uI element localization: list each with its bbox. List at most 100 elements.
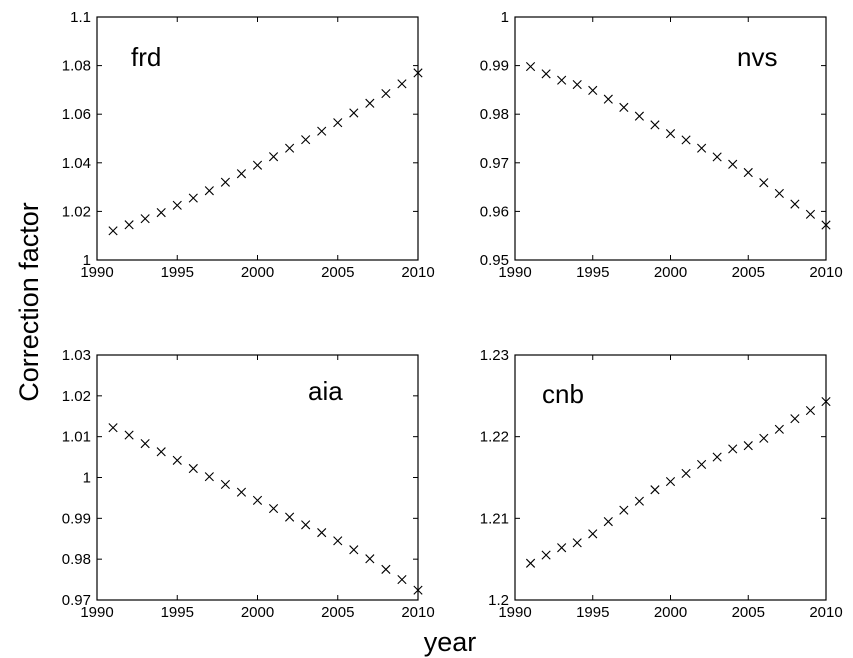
data-point-marker: [220, 177, 230, 187]
y-tick-label: 1.22: [480, 429, 509, 446]
y-tick-label: 1.06: [62, 106, 91, 123]
data-point-marker: [728, 159, 738, 169]
data-point-marker: [743, 167, 753, 178]
data-point-marker: [712, 152, 722, 162]
chart-panel-nvs: nvs 1990 1995 2000 2005 2010 0.95 0.96 0.97 0.98…: [480, 9, 843, 281]
x-tick-label: 1995: [576, 264, 609, 281]
data-point-marker: [665, 129, 676, 139]
y-tick-label: 1.2: [488, 592, 509, 609]
data-point-marker: [188, 193, 198, 203]
y-tick-label: 1.01: [62, 429, 91, 446]
y-tick-label: 0.97: [480, 155, 509, 172]
data-point-marker: [301, 520, 311, 530]
data-point-marker: [124, 430, 134, 440]
data-point-marker: [603, 517, 613, 527]
data-point-marker: [140, 439, 150, 449]
data-point-marker: [650, 120, 660, 130]
data-point-marker: [759, 178, 769, 188]
x-tick-label: 1995: [161, 264, 194, 281]
x-tick-label: 1995: [161, 604, 194, 621]
data-point-marker: [285, 512, 295, 522]
data-point-marker: [413, 68, 423, 78]
data-point-marker: [413, 585, 423, 595]
data-point-marker: [349, 545, 359, 555]
x-tick-label: 2000: [654, 264, 687, 281]
data-point-marker: [188, 463, 198, 474]
data-point-marker: [236, 487, 247, 497]
data-point-marker: [805, 405, 816, 416]
y-tick-label: 1.1: [70, 9, 91, 26]
data-point-marker: [397, 574, 407, 585]
data-point-marker: [774, 188, 784, 199]
data-point-marker: [557, 75, 567, 85]
x-tick-label: 1995: [576, 604, 609, 621]
y-tick-label: 0.95: [480, 252, 509, 269]
data-point-marker: [790, 414, 800, 424]
data-point-marker: [381, 564, 391, 574]
chart-panel-aia: aia 1990 1995 2000 2005 2010 0.97 0.98 0.99 1 1.0…: [62, 347, 435, 621]
data-point-marker: [681, 468, 691, 479]
y-tick-label: 1.04: [62, 155, 91, 172]
y-tick-label: 1.02: [62, 388, 91, 405]
y-tick-label: 0.99: [62, 510, 91, 527]
data-point-marker: [333, 536, 343, 546]
data-point-marker: [541, 550, 551, 560]
data-point-marker: [681, 135, 691, 145]
data-point-marker: [236, 169, 247, 179]
y-tick-label: 0.96: [480, 203, 509, 220]
y-tick-label: 1: [83, 252, 91, 269]
data-point-marker: [712, 452, 722, 462]
data-point-marker: [572, 79, 582, 90]
data-point-marker: [728, 444, 738, 454]
y-tick-label: 0.98: [62, 551, 91, 568]
y-tick-label: 1: [501, 9, 509, 26]
panel-label: nvs: [737, 42, 777, 72]
data-point-marker: [285, 143, 295, 153]
data-point-marker: [743, 441, 753, 451]
data-point-marker: [317, 528, 327, 538]
data-point-marker: [365, 554, 375, 564]
data-point-marker: [525, 558, 536, 568]
y-tick-label: 0.99: [480, 58, 509, 75]
data-point-marker: [365, 98, 375, 108]
x-tick-label: 1990: [498, 264, 531, 281]
data-point-marker: [204, 186, 214, 196]
x-tick-label: 1990: [80, 604, 113, 621]
data-point-marker: [759, 433, 769, 443]
data-point-marker: [821, 396, 831, 407]
y-tick-label: 1.03: [62, 347, 91, 364]
data-point-marker: [821, 220, 831, 230]
data-point-marker: [650, 485, 660, 495]
data-point-marker: [697, 459, 707, 470]
panel-label: cnb: [542, 379, 584, 409]
chart-panel-frd: frd 1990 1995 2000 2005 2010 1 1.02 1.04 1.06 1.0…: [62, 9, 435, 281]
data-point-marker: [557, 543, 567, 553]
data-point-marker: [124, 220, 134, 230]
y-tick-label: 1.23: [480, 347, 509, 364]
data-point-marker: [572, 538, 582, 548]
x-tick-label: 2005: [321, 264, 354, 281]
data-point-marker: [204, 472, 214, 482]
y-tick-label: 1.08: [62, 58, 91, 75]
x-tick-label: 2005: [732, 604, 765, 621]
x-tick-label: 2010: [809, 604, 842, 621]
data-point-marker: [333, 118, 343, 128]
data-point-marker: [172, 200, 182, 210]
data-point-marker: [252, 160, 263, 170]
data-point-marker: [541, 69, 551, 79]
x-tick-label: 2000: [241, 604, 274, 621]
data-point-marker: [588, 529, 598, 539]
x-tick-label: 1990: [498, 604, 531, 621]
data-point-marker: [301, 135, 311, 145]
plot-frame: [514, 16, 827, 261]
data-point-marker: [252, 495, 263, 505]
panel-label: aia: [308, 376, 343, 406]
data-point-marker: [619, 102, 629, 112]
x-axis-label: year: [424, 627, 477, 657]
data-point-marker: [172, 455, 182, 465]
x-tick-label: 1990: [80, 264, 113, 281]
data-point-marker: [108, 423, 118, 433]
data-point-marker: [381, 88, 391, 99]
x-tick-label: 2010: [401, 264, 434, 281]
